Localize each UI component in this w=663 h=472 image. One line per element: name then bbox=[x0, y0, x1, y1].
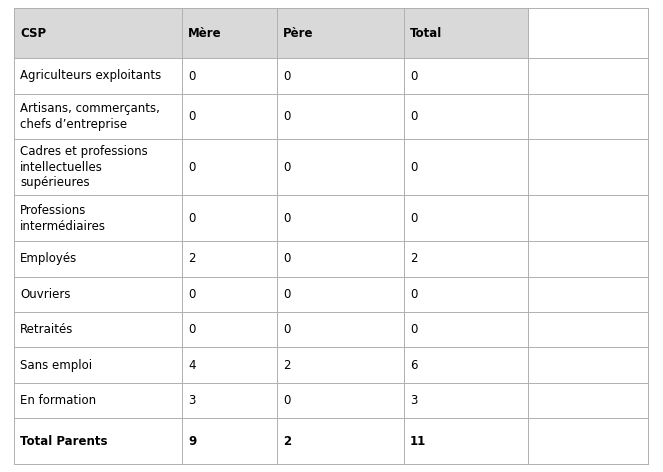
Bar bbox=[14, 195, 182, 241]
Bar bbox=[14, 94, 182, 139]
Text: 2: 2 bbox=[283, 435, 291, 447]
Text: En formation: En formation bbox=[20, 394, 96, 407]
Text: 6: 6 bbox=[410, 359, 418, 371]
Bar bbox=[182, 418, 277, 464]
Text: Total Parents: Total Parents bbox=[20, 435, 107, 447]
Text: Professions
intermédiaires: Professions intermédiaires bbox=[20, 204, 106, 233]
Text: 0: 0 bbox=[410, 69, 417, 83]
Bar bbox=[277, 383, 404, 418]
Text: Cadres et professions
intellectuelles
supérieures: Cadres et professions intellectuelles su… bbox=[20, 145, 148, 189]
Text: 0: 0 bbox=[410, 212, 417, 225]
Bar bbox=[404, 58, 528, 94]
Bar bbox=[404, 347, 528, 383]
Bar bbox=[277, 139, 404, 195]
Bar bbox=[404, 94, 528, 139]
Bar bbox=[14, 418, 182, 464]
Text: Père: Père bbox=[283, 26, 314, 40]
Text: 4: 4 bbox=[188, 359, 196, 371]
Bar bbox=[277, 58, 404, 94]
Text: 3: 3 bbox=[410, 394, 417, 407]
Text: Ouvriers: Ouvriers bbox=[20, 288, 70, 301]
Bar bbox=[14, 139, 182, 195]
Text: 0: 0 bbox=[188, 323, 196, 336]
Text: 0: 0 bbox=[410, 288, 417, 301]
Text: 0: 0 bbox=[188, 212, 196, 225]
Text: 0: 0 bbox=[283, 253, 290, 265]
Text: Artisans, commerçants,
chefs d’entreprise: Artisans, commerçants, chefs d’entrepris… bbox=[20, 102, 160, 131]
Bar bbox=[404, 195, 528, 241]
Bar bbox=[404, 418, 528, 464]
Bar bbox=[277, 241, 404, 277]
Text: 0: 0 bbox=[410, 161, 417, 174]
Bar bbox=[277, 347, 404, 383]
Bar bbox=[14, 8, 182, 58]
Bar bbox=[277, 195, 404, 241]
Text: 2: 2 bbox=[188, 253, 196, 265]
Bar bbox=[182, 195, 277, 241]
Bar bbox=[182, 312, 277, 347]
Text: 0: 0 bbox=[283, 288, 290, 301]
Text: Employés: Employés bbox=[20, 253, 78, 265]
Bar bbox=[182, 383, 277, 418]
Bar bbox=[277, 312, 404, 347]
Text: 11: 11 bbox=[410, 435, 426, 447]
Text: Retraités: Retraités bbox=[20, 323, 74, 336]
Text: Mère: Mère bbox=[188, 26, 221, 40]
Text: 3: 3 bbox=[188, 394, 196, 407]
Text: 0: 0 bbox=[283, 212, 290, 225]
Bar bbox=[404, 277, 528, 312]
Text: 2: 2 bbox=[283, 359, 290, 371]
Bar bbox=[14, 383, 182, 418]
Text: Sans emploi: Sans emploi bbox=[20, 359, 92, 371]
Bar bbox=[277, 277, 404, 312]
Bar bbox=[182, 58, 277, 94]
Text: CSP: CSP bbox=[20, 26, 46, 40]
Text: 2: 2 bbox=[410, 253, 418, 265]
Bar bbox=[277, 94, 404, 139]
Text: 0: 0 bbox=[283, 110, 290, 123]
Text: 0: 0 bbox=[410, 323, 417, 336]
Bar bbox=[404, 241, 528, 277]
Text: 0: 0 bbox=[410, 110, 417, 123]
Text: 0: 0 bbox=[188, 288, 196, 301]
Bar bbox=[404, 8, 528, 58]
Text: Agriculteurs exploitants: Agriculteurs exploitants bbox=[20, 69, 161, 83]
Bar bbox=[277, 8, 404, 58]
Bar bbox=[14, 241, 182, 277]
Text: 0: 0 bbox=[283, 161, 290, 174]
Text: 0: 0 bbox=[283, 323, 290, 336]
Text: 9: 9 bbox=[188, 435, 196, 447]
Bar bbox=[182, 94, 277, 139]
Bar bbox=[277, 418, 404, 464]
Text: 0: 0 bbox=[188, 69, 196, 83]
Bar bbox=[14, 58, 182, 94]
Bar bbox=[182, 347, 277, 383]
Bar bbox=[404, 312, 528, 347]
Bar bbox=[404, 383, 528, 418]
Text: 0: 0 bbox=[188, 161, 196, 174]
Text: Total: Total bbox=[410, 26, 442, 40]
Bar bbox=[182, 277, 277, 312]
Bar bbox=[182, 241, 277, 277]
Bar bbox=[404, 139, 528, 195]
Bar bbox=[182, 139, 277, 195]
Bar bbox=[14, 312, 182, 347]
Bar bbox=[14, 347, 182, 383]
Bar bbox=[14, 277, 182, 312]
Text: 0: 0 bbox=[283, 394, 290, 407]
Bar bbox=[182, 8, 277, 58]
Text: 0: 0 bbox=[283, 69, 290, 83]
Text: 0: 0 bbox=[188, 110, 196, 123]
